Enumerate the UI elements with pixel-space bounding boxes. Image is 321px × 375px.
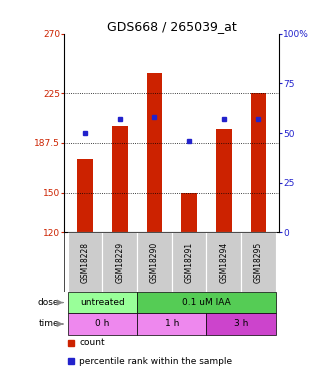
Text: percentile rank within the sample: percentile rank within the sample: [79, 357, 232, 366]
Text: GSM18295: GSM18295: [254, 242, 263, 283]
Bar: [206, 313, 276, 335]
Bar: [216, 129, 231, 232]
Bar: [147, 74, 162, 232]
Text: time: time: [39, 320, 59, 328]
Bar: [112, 126, 127, 232]
Bar: [206, 232, 241, 292]
Text: untreated: untreated: [80, 298, 125, 307]
Text: GSM18294: GSM18294: [219, 242, 228, 283]
Text: 3 h: 3 h: [234, 320, 248, 328]
Bar: [102, 232, 137, 292]
Title: GDS668 / 265039_at: GDS668 / 265039_at: [107, 20, 237, 33]
Bar: [77, 159, 93, 232]
Bar: [172, 232, 206, 292]
Bar: [137, 313, 206, 335]
Bar: [251, 93, 266, 232]
Text: GSM18291: GSM18291: [185, 242, 194, 283]
Text: 0.1 uM IAA: 0.1 uM IAA: [182, 298, 231, 307]
Bar: [137, 232, 172, 292]
Bar: [137, 292, 276, 313]
Text: GSM18228: GSM18228: [81, 242, 90, 282]
Text: dose: dose: [38, 298, 59, 307]
Bar: [68, 313, 137, 335]
Text: 1 h: 1 h: [165, 320, 179, 328]
Bar: [241, 232, 276, 292]
Bar: [68, 292, 137, 313]
Bar: [181, 193, 197, 232]
Text: GSM18290: GSM18290: [150, 242, 159, 283]
Bar: [68, 232, 102, 292]
Text: 0 h: 0 h: [95, 320, 109, 328]
Text: GSM18229: GSM18229: [115, 242, 124, 283]
Text: count: count: [79, 339, 105, 348]
